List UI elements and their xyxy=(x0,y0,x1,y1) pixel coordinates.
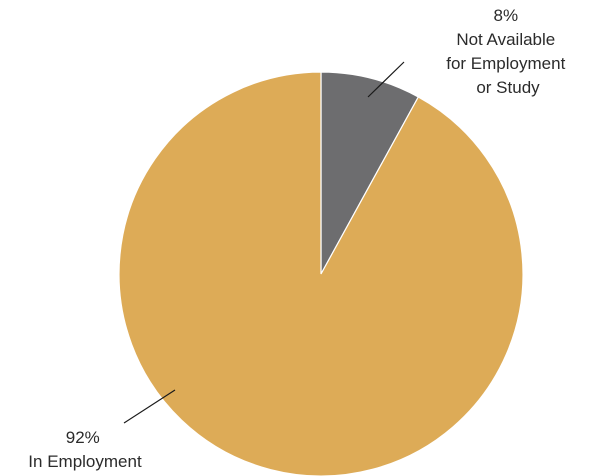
pie-slice-not-available xyxy=(320,71,420,275)
leader-line-not-available xyxy=(367,61,405,98)
slice-percent-not-available: 8% xyxy=(493,6,518,25)
slice-label-line-1: In Employment xyxy=(28,452,142,471)
pie-slice-in-employment xyxy=(118,71,524,476)
slice-percent-in-employment: 92% xyxy=(66,428,100,447)
slice-label-not-available: 8% Not Available for Employment or Study xyxy=(446,6,570,97)
leader-line-in-employment xyxy=(123,389,176,424)
pie-slices xyxy=(118,71,524,476)
slice-label-line-3: or Study xyxy=(476,78,540,97)
slice-label-in-employment: 92% In Employment xyxy=(28,428,142,471)
slice-label-line-1: Not Available xyxy=(456,30,555,49)
slice-label-line-2: for Employment xyxy=(446,54,565,73)
